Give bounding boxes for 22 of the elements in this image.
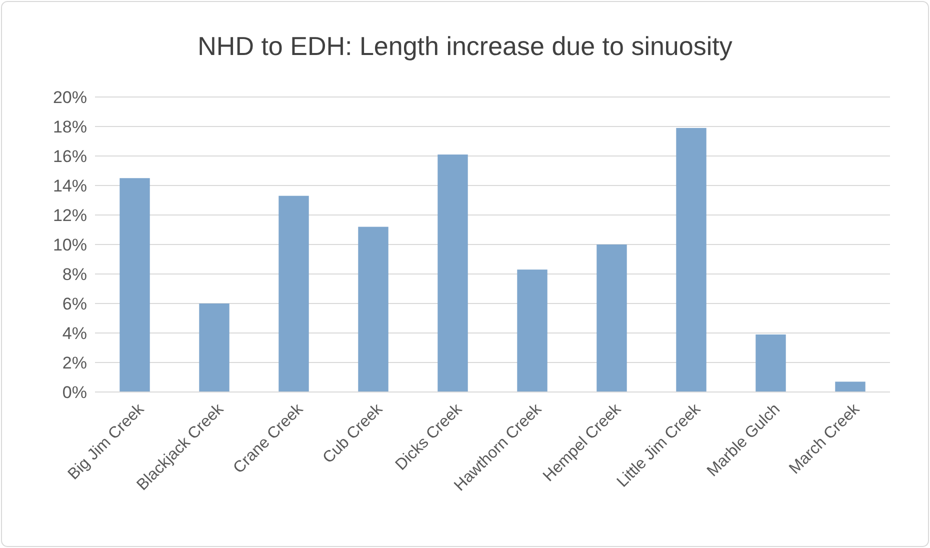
bar — [120, 178, 150, 392]
y-tick-label: 14% — [52, 176, 87, 196]
bar — [278, 196, 309, 392]
y-tick-label: 2% — [62, 353, 87, 372]
y-tick-label: 12% — [52, 206, 87, 225]
y-tick-label: 18% — [52, 117, 87, 136]
bar — [517, 270, 548, 392]
bar — [756, 334, 786, 392]
y-tick-label: 8% — [62, 264, 87, 284]
bar — [358, 226, 388, 392]
y-tick-label: 0% — [62, 382, 87, 402]
y-tick-label: 10% — [52, 235, 87, 254]
y-tick-label: 4% — [62, 324, 87, 343]
y-tick-label: 20% — [52, 88, 87, 107]
bar — [676, 128, 706, 392]
bar — [835, 382, 866, 392]
y-tick-label: 6% — [62, 294, 87, 314]
y-tick-label: 16% — [52, 146, 87, 166]
chart-title: NHD to EDH: Length increase due to sinuosity — [198, 31, 732, 61]
bar — [596, 244, 627, 392]
bar — [438, 154, 468, 392]
bar — [199, 304, 230, 392]
